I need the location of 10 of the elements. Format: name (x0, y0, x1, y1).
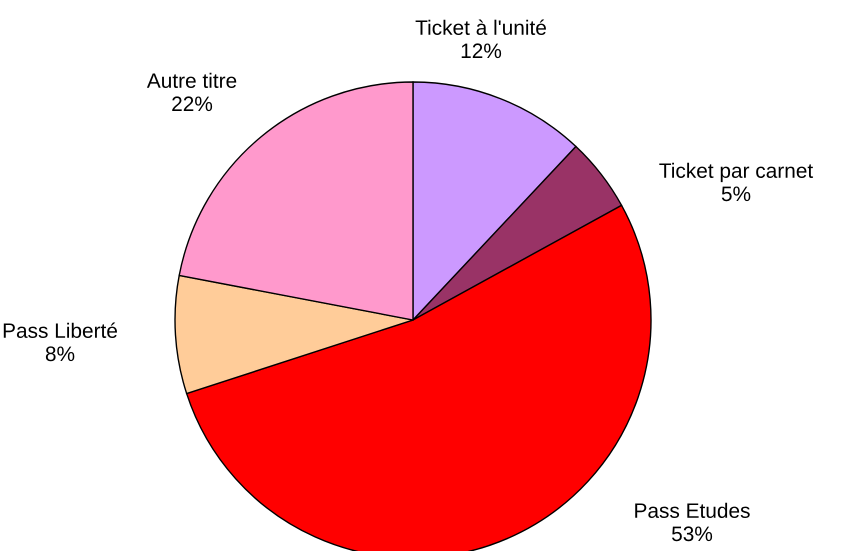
slice-label: Autre titre (146, 72, 236, 88)
slice-label: Pass Liberté (4, 322, 117, 338)
data-label: 5% (722, 186, 750, 202)
data-label: 12% (462, 43, 502, 58)
slice-label: Ticket par carnet (659, 162, 814, 182)
slice-label: Pass Etudes (635, 502, 750, 518)
data-label: 8% (46, 346, 74, 362)
data-label: 22% (172, 96, 212, 112)
slice-label: Ticket à l'unité (416, 19, 546, 35)
data-label: 53% (672, 526, 712, 542)
